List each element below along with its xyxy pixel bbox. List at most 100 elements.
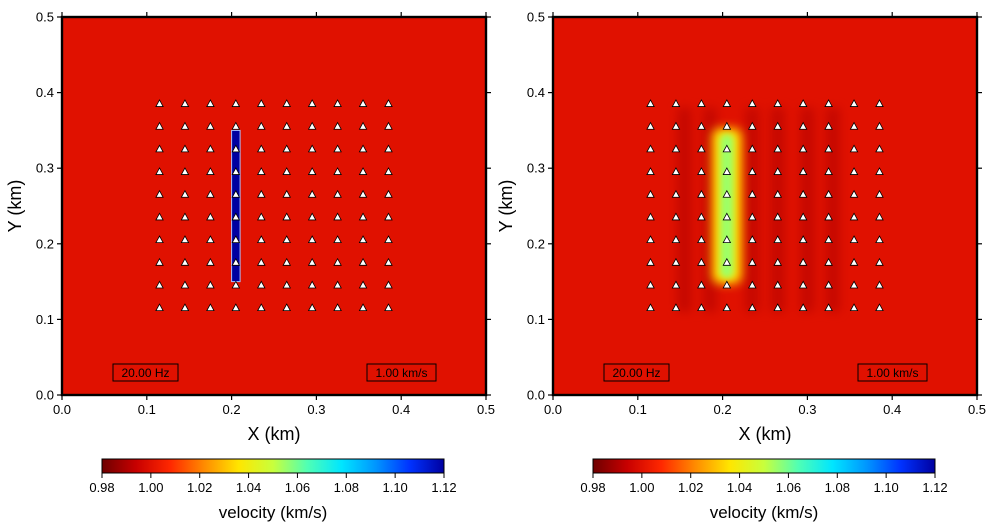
receiver-marker: [231, 257, 241, 266]
y-tick-label: 0.4: [527, 85, 545, 100]
colorbar-ticks: 0.98 1.00 1.02 1.04 1.06 1.08 1.10 1.12: [89, 473, 457, 495]
receiver-marker: [875, 189, 884, 198]
receiver-marker: [155, 212, 164, 221]
receiver-marker: [824, 121, 833, 130]
colorbar-tick-label: 1.08: [825, 480, 850, 495]
receiver-marker: [180, 303, 190, 312]
receiver-marker: [155, 235, 164, 244]
receiver-marker: [282, 99, 291, 107]
colorbar: 0.98 1.00 1.02 1.04 1.06 1.08 1.10 1.12 velocit…: [89, 458, 457, 522]
receiver-marker: [307, 189, 317, 198]
receiver-marker: [722, 212, 732, 221]
colorbar-title: velocity (km/s): [219, 503, 328, 522]
receiver-marker: [282, 167, 291, 175]
receiver-marker: [773, 212, 782, 221]
receiver-marker: [282, 189, 291, 198]
frequency-box: 20.00 Hz: [112, 363, 179, 382]
receiver-marker: [748, 121, 757, 130]
receiver-marker: [155, 257, 164, 266]
receiver-marker: [358, 144, 368, 153]
receiver-marker: [384, 99, 393, 107]
receiver-marker: [307, 303, 317, 312]
receiver-marker: [722, 121, 732, 130]
receiver-marker: [824, 280, 833, 289]
x-tick-label: 0.5: [968, 402, 986, 417]
x-axis-title: X (km): [739, 424, 792, 444]
axis-ticks: 0.0 0.1 0.2 0.3 0.4 0.5 0.0 0.1 0.2 0.3 0.4 0.5: [36, 10, 495, 418]
plot-area: [62, 17, 486, 395]
receiver-marker: [697, 235, 706, 244]
x-tick-label: 0.0: [544, 402, 562, 417]
receiver-marker: [307, 235, 317, 244]
receiver-marker: [333, 303, 342, 312]
receiver-marker: [722, 99, 732, 107]
receiver-marker: [155, 167, 164, 175]
x-tick-label: 0.3: [307, 402, 325, 417]
receiver-marker: [206, 144, 215, 153]
receiver-marker: [671, 212, 681, 221]
receiver-marker: [773, 303, 782, 312]
receiver-marker: [384, 189, 393, 198]
artifact-column: [745, 107, 760, 312]
receiver-marker: [333, 121, 342, 130]
receiver-marker: [646, 235, 655, 244]
receiver-marker: [671, 144, 681, 153]
receiver-marker: [646, 144, 655, 153]
receiver-marker: [155, 280, 164, 289]
receiver-marker: [875, 280, 884, 289]
x-tick-label: 0.2: [223, 402, 241, 417]
receiver-marker: [231, 167, 241, 175]
receiver-marker: [646, 257, 655, 266]
receiver-marker: [697, 280, 706, 289]
receiver-marker: [849, 235, 859, 244]
plot-frame: [551, 15, 979, 397]
receiver-marker: [798, 189, 808, 198]
receiver-marker: [671, 167, 681, 175]
colorbar-tick-label: 1.00: [629, 480, 654, 495]
receiver-marker: [307, 167, 317, 175]
receiver-marker: [231, 235, 241, 244]
receiver-marker: [798, 99, 808, 107]
receiver-marker: [282, 235, 291, 244]
receiver-marker: [358, 212, 368, 221]
receiver-marker: [773, 144, 782, 153]
axis-ticks: 0.0 0.1 0.2 0.3 0.4 0.5 0.0 0.1 0.2 0.3 0.4 0.5: [527, 10, 986, 418]
y-tick-label: 0.1: [36, 312, 54, 327]
colorbar-gradient: [592, 458, 936, 474]
y-tick-label: 0.4: [36, 85, 54, 100]
receiver-marker: [206, 99, 215, 107]
receiver-marker: [384, 167, 393, 175]
receiver-marker: [333, 257, 342, 266]
receiver-marker: [307, 144, 317, 153]
colorbar-tick-label: 1.04: [236, 480, 261, 495]
receiver-marker: [671, 99, 681, 107]
receiver-marker: [824, 303, 833, 312]
receiver-marker: [849, 303, 859, 312]
receiver-marker: [333, 144, 342, 153]
receiver-marker: [646, 280, 655, 289]
receiver-marker: [231, 121, 241, 130]
colorbar-gradient: [101, 458, 445, 474]
receiver-marker: [646, 121, 655, 130]
panel-recovered-model: 0.0 0.1 0.2 0.3 0.4 0.5 0.0 0.1 0.2 0.3 0.4 0.5 20.…: [496, 10, 986, 523]
receiver-marker: [155, 144, 164, 153]
receiver-grid: [646, 99, 884, 312]
receiver-marker: [307, 99, 317, 107]
velocity-box: 1.00 km/s: [366, 363, 437, 382]
receiver-marker: [384, 303, 393, 312]
colorbar-tick-label: 0.98: [89, 480, 114, 495]
receiver-marker: [722, 144, 732, 153]
receiver-marker: [646, 99, 655, 107]
receiver-marker: [257, 121, 266, 130]
y-tick-label: 0.3: [527, 161, 545, 176]
receiver-grid: [155, 99, 393, 312]
receiver-marker: [824, 167, 833, 175]
x-tick-label: 0.5: [477, 402, 495, 417]
receiver-marker: [875, 167, 884, 175]
receiver-marker: [206, 121, 215, 130]
receiver-marker: [358, 189, 368, 198]
receiver-marker: [849, 121, 859, 130]
receiver-marker: [180, 121, 190, 130]
receiver-marker: [697, 189, 706, 198]
receiver-marker: [358, 99, 368, 107]
